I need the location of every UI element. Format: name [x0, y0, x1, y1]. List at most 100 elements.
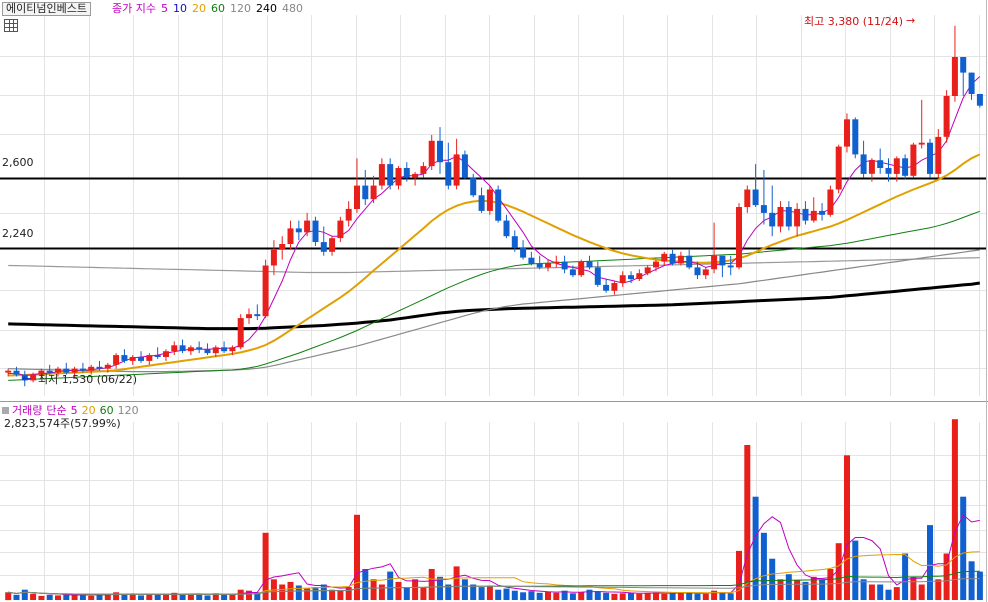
candle-body	[561, 261, 568, 270]
candle-body	[378, 164, 385, 186]
candle-body	[503, 220, 510, 237]
ma-period-10: 10	[172, 2, 187, 15]
price-indicator-label: 종가 지수	[112, 2, 156, 15]
volume-bar	[578, 592, 585, 601]
candle-body	[935, 136, 942, 174]
candle-body	[146, 355, 153, 361]
volume-bar	[246, 590, 252, 600]
candle-body	[868, 160, 875, 174]
candle-body	[943, 95, 950, 137]
volume-simple-label: 단순	[46, 404, 67, 417]
candle-body	[511, 236, 518, 248]
candle-body	[387, 164, 394, 186]
candle-body	[5, 370, 12, 373]
volume-bar	[603, 592, 610, 600]
candle-body	[470, 177, 477, 196]
volume-bar	[860, 579, 867, 600]
table-icon[interactable]	[4, 19, 18, 32]
volume-bar	[187, 593, 194, 600]
volume-bar	[461, 579, 468, 600]
volume-bar	[5, 592, 12, 601]
candle-body	[229, 347, 236, 352]
candle-body	[461, 154, 468, 178]
volume-bar	[835, 543, 842, 600]
candle-body	[129, 357, 136, 361]
candle-body	[669, 253, 676, 264]
volume-bar	[345, 587, 352, 600]
candle-body	[968, 72, 975, 94]
vol-ma-5: 5	[70, 404, 78, 417]
volume-bar	[71, 594, 78, 600]
volume-bar	[79, 595, 86, 600]
volume-bar	[129, 593, 136, 600]
candle-body	[628, 275, 634, 280]
volume-bar	[628, 592, 634, 600]
candle-body	[329, 238, 336, 252]
volume-bar	[686, 592, 693, 600]
volume-bar	[511, 590, 518, 600]
volume-bar	[844, 455, 850, 600]
price-ma480-line	[8, 257, 980, 274]
volume-bar	[395, 581, 402, 600]
volume-bar	[312, 587, 319, 600]
volume-bar	[30, 593, 37, 600]
candle-body	[569, 269, 576, 276]
candle-body	[553, 261, 560, 264]
volume-bar	[295, 585, 302, 600]
candle-body	[437, 140, 443, 163]
candle-body	[138, 357, 144, 361]
volume-bar	[63, 594, 70, 600]
vol-ma-20: 20	[81, 404, 96, 417]
vol-ma-60: 60	[99, 404, 114, 417]
price-ma240-line	[8, 281, 981, 331]
volume-bar	[702, 593, 709, 600]
volume-bar	[113, 592, 120, 601]
candle-body	[55, 368, 61, 373]
price-ma-legend: 종가 지수 5 10 20 60 120 240 480	[112, 2, 308, 15]
volume-bar	[304, 588, 311, 600]
last-volume-value: 2,823,574주(57.99%)	[4, 417, 121, 430]
level-label-high: 2,600	[2, 156, 34, 169]
candle-body	[927, 142, 933, 174]
volume-bar	[960, 496, 967, 600]
volume-checkbox-icon[interactable]	[2, 407, 9, 414]
candle-body	[445, 162, 452, 186]
volume-bar	[503, 588, 510, 600]
price-ma20-line	[8, 153, 981, 377]
volume-bar	[237, 589, 244, 600]
volume-bar	[769, 558, 776, 600]
volume-bar	[370, 579, 377, 600]
stock-name[interactable]: 에이티넘인베스트	[2, 2, 91, 16]
candle-body	[262, 265, 269, 317]
volume-bar	[437, 576, 443, 601]
price-ma60-line	[8, 210, 980, 381]
volume-bar	[968, 561, 975, 601]
volume-bar	[677, 592, 684, 601]
volume-bar	[951, 419, 958, 600]
candle-body	[187, 347, 194, 352]
volume-bar	[403, 587, 410, 600]
level-label-low: 2,240	[2, 227, 34, 240]
volume-bar	[777, 579, 784, 600]
volume-bar	[21, 589, 28, 600]
candle-body	[420, 166, 427, 174]
candle-body	[785, 207, 792, 227]
volume-bar	[337, 590, 344, 600]
volume-bar	[545, 591, 551, 600]
candle-body	[677, 255, 684, 264]
volume-bar	[412, 579, 419, 600]
volume-bar	[212, 593, 219, 600]
candle-body	[370, 185, 377, 200]
volume-bar	[354, 514, 360, 601]
candle-body	[412, 173, 419, 178]
volume-bar	[179, 594, 186, 600]
volume-bar	[719, 592, 726, 600]
candle-body	[852, 119, 859, 155]
candle-body	[694, 267, 701, 276]
volume-title: 거래량	[12, 404, 43, 417]
candle-body	[453, 154, 460, 186]
candle-body	[528, 257, 535, 264]
candle-body	[594, 267, 601, 285]
volume-bar	[810, 576, 817, 601]
